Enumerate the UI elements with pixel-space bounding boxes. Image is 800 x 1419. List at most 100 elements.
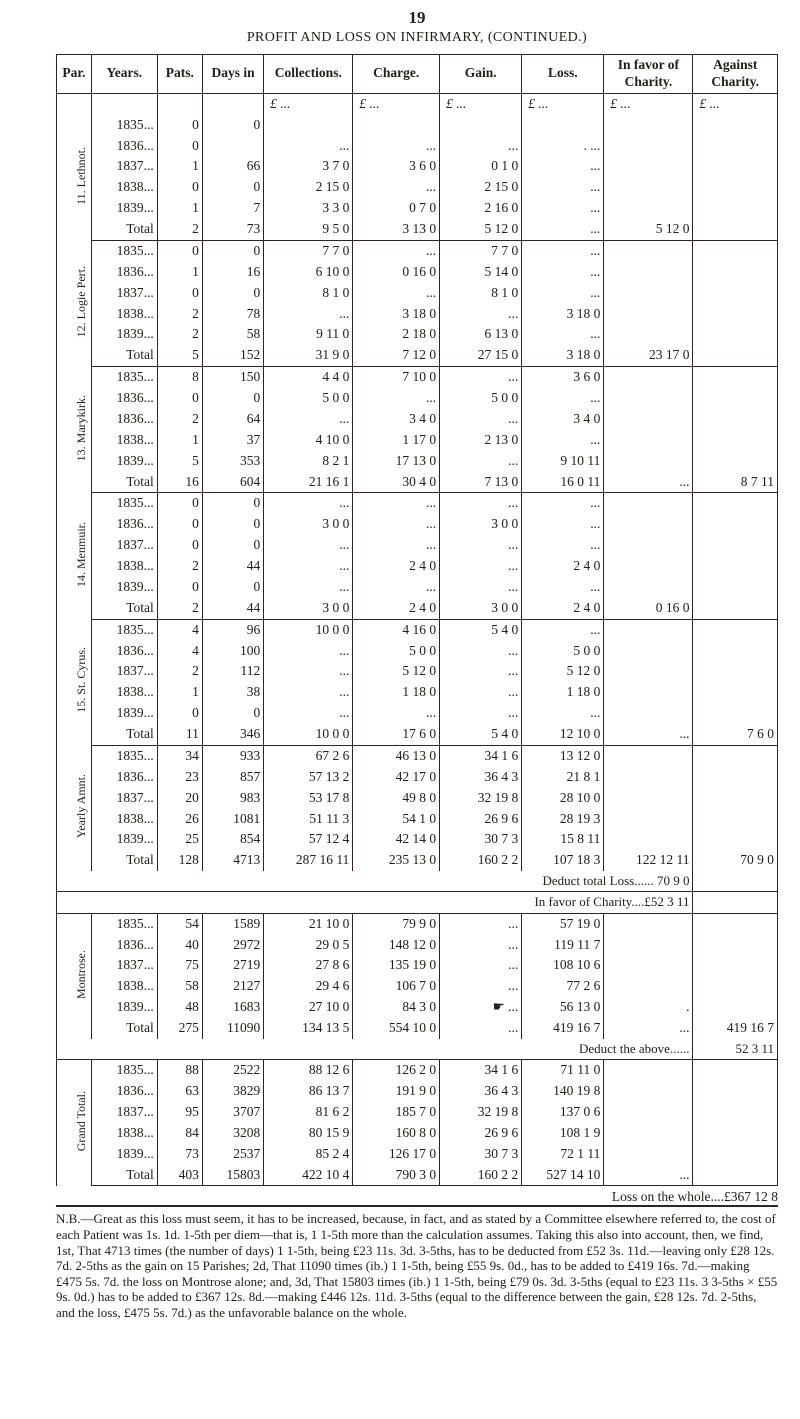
pound-against: £ ... <box>693 93 778 114</box>
cell-favor <box>604 388 693 409</box>
cell-year: Total <box>91 1018 157 1039</box>
cell-coll: ... <box>264 682 353 703</box>
cell-pats: 1 <box>157 430 202 451</box>
cell-pats: 95 <box>157 1102 202 1123</box>
cell-days: 64 <box>202 409 263 430</box>
cell-charge: 3 6 0 <box>353 156 440 177</box>
cell-coll: 80 15 9 <box>264 1123 353 1144</box>
table-header: Par. Years. Pats. Days in Collections. C… <box>57 55 778 94</box>
cell-coll: 4 10 0 <box>264 430 353 451</box>
cell-days: 3208 <box>202 1123 263 1144</box>
cell-loss: 12 10 0 <box>522 724 604 745</box>
parish-label: 14. Menmuir. <box>57 493 92 619</box>
cell-year: 1836... <box>91 935 157 956</box>
cell-coll: 57 12 4 <box>264 829 353 850</box>
cell-year: Total <box>91 1165 157 1186</box>
cell-pats: 2 <box>157 598 202 619</box>
cell-year: 1837... <box>91 661 157 682</box>
cell-gain: 2 15 0 <box>440 177 522 198</box>
cell-loss: 28 19 3 <box>522 809 604 830</box>
table-row: Yearly Amnt.1835...3493367 2 646 13 034 … <box>57 745 778 766</box>
cell-gain: 3 0 0 <box>440 514 522 535</box>
cell-coll: 67 2 6 <box>264 745 353 766</box>
cell-loss: ... <box>522 283 604 304</box>
cell-days: 0 <box>202 388 263 409</box>
cell-against <box>693 136 778 157</box>
cell-gain: 26 9 6 <box>440 809 522 830</box>
cell-pats: 275 <box>157 1018 202 1039</box>
cell-gain: ... <box>440 451 522 472</box>
pound-par <box>57 93 92 114</box>
cell-loss: 2 4 0 <box>522 556 604 577</box>
cell-year: 1839... <box>91 829 157 850</box>
table-row: 1838...002 15 0...2 15 0... <box>57 177 778 198</box>
cell-days: 0 <box>202 514 263 535</box>
cell-pats: 40 <box>157 935 202 956</box>
cell-gain: ... <box>440 535 522 556</box>
cell-year: 1836... <box>91 409 157 430</box>
cell-charge: ... <box>353 388 440 409</box>
table-row: £ ...£ ...£ ...£ ...£ ...£ ... <box>57 93 778 114</box>
cell-days: 0 <box>202 493 263 514</box>
cell-loss: 140 19 8 <box>522 1081 604 1102</box>
cell-gain: 0 1 0 <box>440 156 522 177</box>
table-row: Total2739 5 03 13 05 12 0...5 12 0 <box>57 219 778 240</box>
cell-favor <box>604 136 693 157</box>
cell-pats: 1 <box>157 682 202 703</box>
cell-pats: 75 <box>157 955 202 976</box>
cell-favor <box>604 535 693 556</box>
cell-charge: 1 18 0 <box>353 682 440 703</box>
cell-coll: 3 7 0 <box>264 156 353 177</box>
cell-favor <box>604 409 693 430</box>
cell-charge: 235 13 0 <box>353 850 440 871</box>
col-against: Against Charity. <box>693 55 778 94</box>
cell-pats: 2 <box>157 661 202 682</box>
cell-coll: 8 1 0 <box>264 283 353 304</box>
cell-favor: 0 16 0 <box>604 598 693 619</box>
table-row: 1837...008 1 0...8 1 0... <box>57 283 778 304</box>
cell-favor: 23 17 0 <box>604 345 693 366</box>
cell-year: 1837... <box>91 156 157 177</box>
cell-charge: ... <box>353 577 440 598</box>
cell-days: 2537 <box>202 1144 263 1165</box>
table-row: 1838...1374 10 01 17 02 13 0... <box>57 430 778 451</box>
cell-loss: ... <box>522 577 604 598</box>
cell-favor <box>604 1102 693 1123</box>
table-row: 1838...138...1 18 0...1 18 0 <box>57 682 778 703</box>
cell-charge: 2 18 0 <box>353 324 440 345</box>
cell-pats: 54 <box>157 913 202 934</box>
cell-days: 15803 <box>202 1165 263 1186</box>
cell-year: Total <box>91 598 157 619</box>
cell-favor <box>604 641 693 662</box>
cell-favor <box>604 1144 693 1165</box>
parish-label: 13. Marykirk. <box>57 367 92 493</box>
col-loss: Loss. <box>522 55 604 94</box>
table-row: 1836...005 0 0...5 0 0... <box>57 388 778 409</box>
cell-favor <box>604 324 693 345</box>
cell-days: 854 <box>202 829 263 850</box>
table-row: 1838...26108151 11 354 1 026 9 628 19 3 <box>57 809 778 830</box>
cell-days: 2972 <box>202 935 263 956</box>
cell-against: 8 7 11 <box>693 472 778 493</box>
cell-coll: ... <box>264 304 353 325</box>
table-row: 1836...264...3 4 0...3 4 0 <box>57 409 778 430</box>
cell-against <box>693 283 778 304</box>
cell-coll: 7 7 0 <box>264 240 353 261</box>
cell-charge: 2 4 0 <box>353 598 440 619</box>
col-days: Days in <box>202 55 263 94</box>
cell-against <box>693 430 778 451</box>
cell-year: 1838... <box>91 809 157 830</box>
cell-loss: 3 18 0 <box>522 304 604 325</box>
cell-coll: ... <box>264 703 353 724</box>
cell-year: 1836... <box>91 767 157 788</box>
cell-pats: 2 <box>157 304 202 325</box>
cell-pats: 1 <box>157 156 202 177</box>
cell-loss: 56 13 0 <box>522 997 604 1018</box>
cell-pats: 16 <box>157 472 202 493</box>
cell-pats: 0 <box>157 577 202 598</box>
table-row: 1838...84320880 15 9160 8 026 9 6108 1 9 <box>57 1123 778 1144</box>
cell-coll: 51 11 3 <box>264 809 353 830</box>
cell-year: 1836... <box>91 262 157 283</box>
cell-loss: 419 16 7 <box>522 1018 604 1039</box>
cell-coll: ... <box>264 661 353 682</box>
